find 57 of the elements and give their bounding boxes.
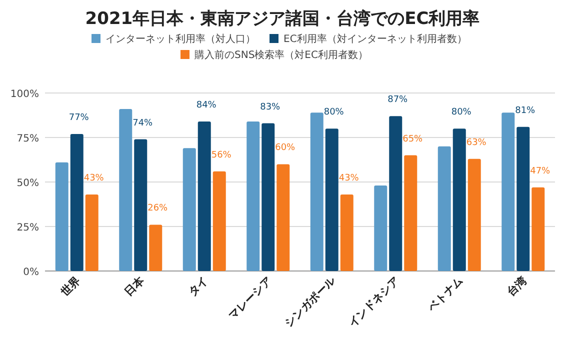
bar [404,155,418,271]
bar [452,128,466,271]
bar [502,112,515,271]
x-tick-label: シンガポール [282,273,339,330]
bar [340,194,354,271]
y-tick-label: 0% [23,267,39,278]
x-tick-label: 日本 [122,273,148,299]
bar [325,128,338,271]
data-label: 87% [388,95,408,106]
data-label: 74% [132,118,154,128]
data-label: 84% [196,100,217,110]
chart-title: 2021年日本・東南アジア諸国・台湾でのEC利用率 [85,9,480,29]
y-tick-label: 25% [16,222,39,234]
bar [389,116,402,271]
data-label: 56% [211,150,232,160]
data-label: 77% [68,112,90,123]
x-tick-label: 台湾 [504,273,530,299]
data-label: 43% [338,173,360,184]
legend-label: EC利用率（対インターネット利用者数） [284,33,467,45]
bar [198,121,211,271]
data-label: 60% [275,143,296,154]
legend-label: インターネット利用率（対人口） [106,33,256,45]
data-label: 47% [530,166,551,176]
bar [149,224,162,271]
legend-label: 購入前のSNS検索率（対EC利用者数） [194,49,368,61]
data-label: 81% [515,106,536,116]
bar [55,162,68,271]
y-tick-label: 75% [16,134,39,144]
bar [310,112,324,271]
data-label: 80% [324,108,344,118]
y-tick-label: 50% [16,178,39,189]
data-label: 26% [148,204,168,214]
bar [438,146,451,271]
data-label: 65% [402,134,424,144]
x-tick-label: タイ [186,274,210,299]
bar [246,121,260,271]
bar [70,134,84,271]
bar [276,164,290,271]
bar [516,126,530,271]
bar [182,148,196,271]
bar [134,139,148,271]
x-tick-label: ベトナム [424,274,466,315]
x-tick-label: インドネシア [346,274,402,330]
bar [374,186,388,271]
data-label: 63% [466,138,487,148]
bar [119,109,132,271]
y-tick-label: 100% [10,89,39,100]
data-label: 83% [260,102,281,112]
data-label: 43% [84,173,104,184]
bar [468,158,481,271]
x-tick-label: マレーシア [226,274,274,322]
data-label: 80% [451,108,472,118]
bar [85,194,98,271]
bar [532,187,545,271]
bar [262,123,275,271]
bar [212,171,226,271]
x-tick-label: 世界 [58,274,83,300]
